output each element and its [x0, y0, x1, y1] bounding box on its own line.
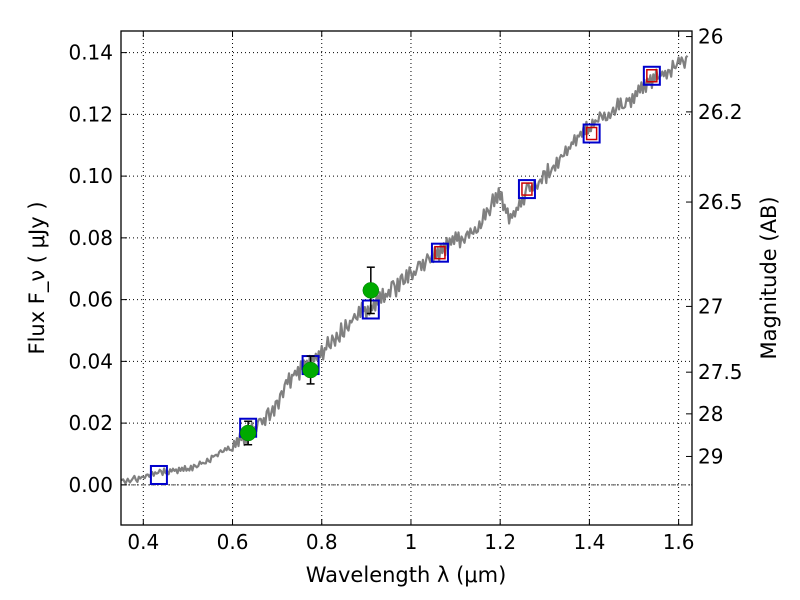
observed-point [363, 282, 379, 298]
spectrum-line [121, 56, 688, 484]
right-tick-label: 26 [698, 25, 723, 49]
y-tick-label: 0.08 [68, 226, 113, 250]
chart: 0.4 0.6 0.8 1 1.2 1.4 1.6 0.00 0.02 0.04 0.06 0.08 0… [0, 0, 800, 600]
right-tick-label: 28 [698, 402, 723, 426]
x-tick-label: 1.6 [663, 530, 695, 554]
x-tick-label: 1.4 [573, 530, 605, 554]
right-tick-label: 27 [698, 294, 723, 318]
x-tick-label: 0.8 [306, 530, 338, 554]
plot-area [121, 56, 688, 484]
x-tick-label: 1 [405, 530, 418, 554]
y-tick-label: 0.10 [68, 164, 113, 188]
y-tick-label: 0.06 [68, 288, 113, 312]
right-tick-label: 26.5 [698, 190, 743, 214]
y-tick-label: 0.00 [68, 473, 113, 497]
y-tick-label: 0.04 [68, 349, 113, 373]
observed-point [240, 425, 256, 441]
y-axis-label: Flux F_ν ( μJy ) [25, 201, 50, 354]
x-tick-label: 0.4 [127, 530, 159, 554]
y-tick-label: 0.02 [68, 411, 113, 435]
right-tick-label: 29 [698, 444, 723, 468]
right-y-axis-label: Magnitude (AB) [757, 196, 781, 359]
x-tick-label: 1.2 [484, 530, 516, 554]
x-axis-label: Wavelength λ (μm) [306, 563, 507, 587]
right-tick-label: 27.5 [698, 360, 743, 384]
right-tick-label: 26.2 [698, 100, 743, 124]
y-tick-label: 0.12 [68, 102, 113, 126]
chart-container: 0.4 0.6 0.8 1 1.2 1.4 1.6 0.00 0.02 0.04 0.06 0.08 0… [0, 0, 800, 600]
y-tick-label: 0.14 [68, 41, 113, 65]
x-tick-label: 0.6 [217, 530, 249, 554]
observed-point [303, 362, 319, 378]
